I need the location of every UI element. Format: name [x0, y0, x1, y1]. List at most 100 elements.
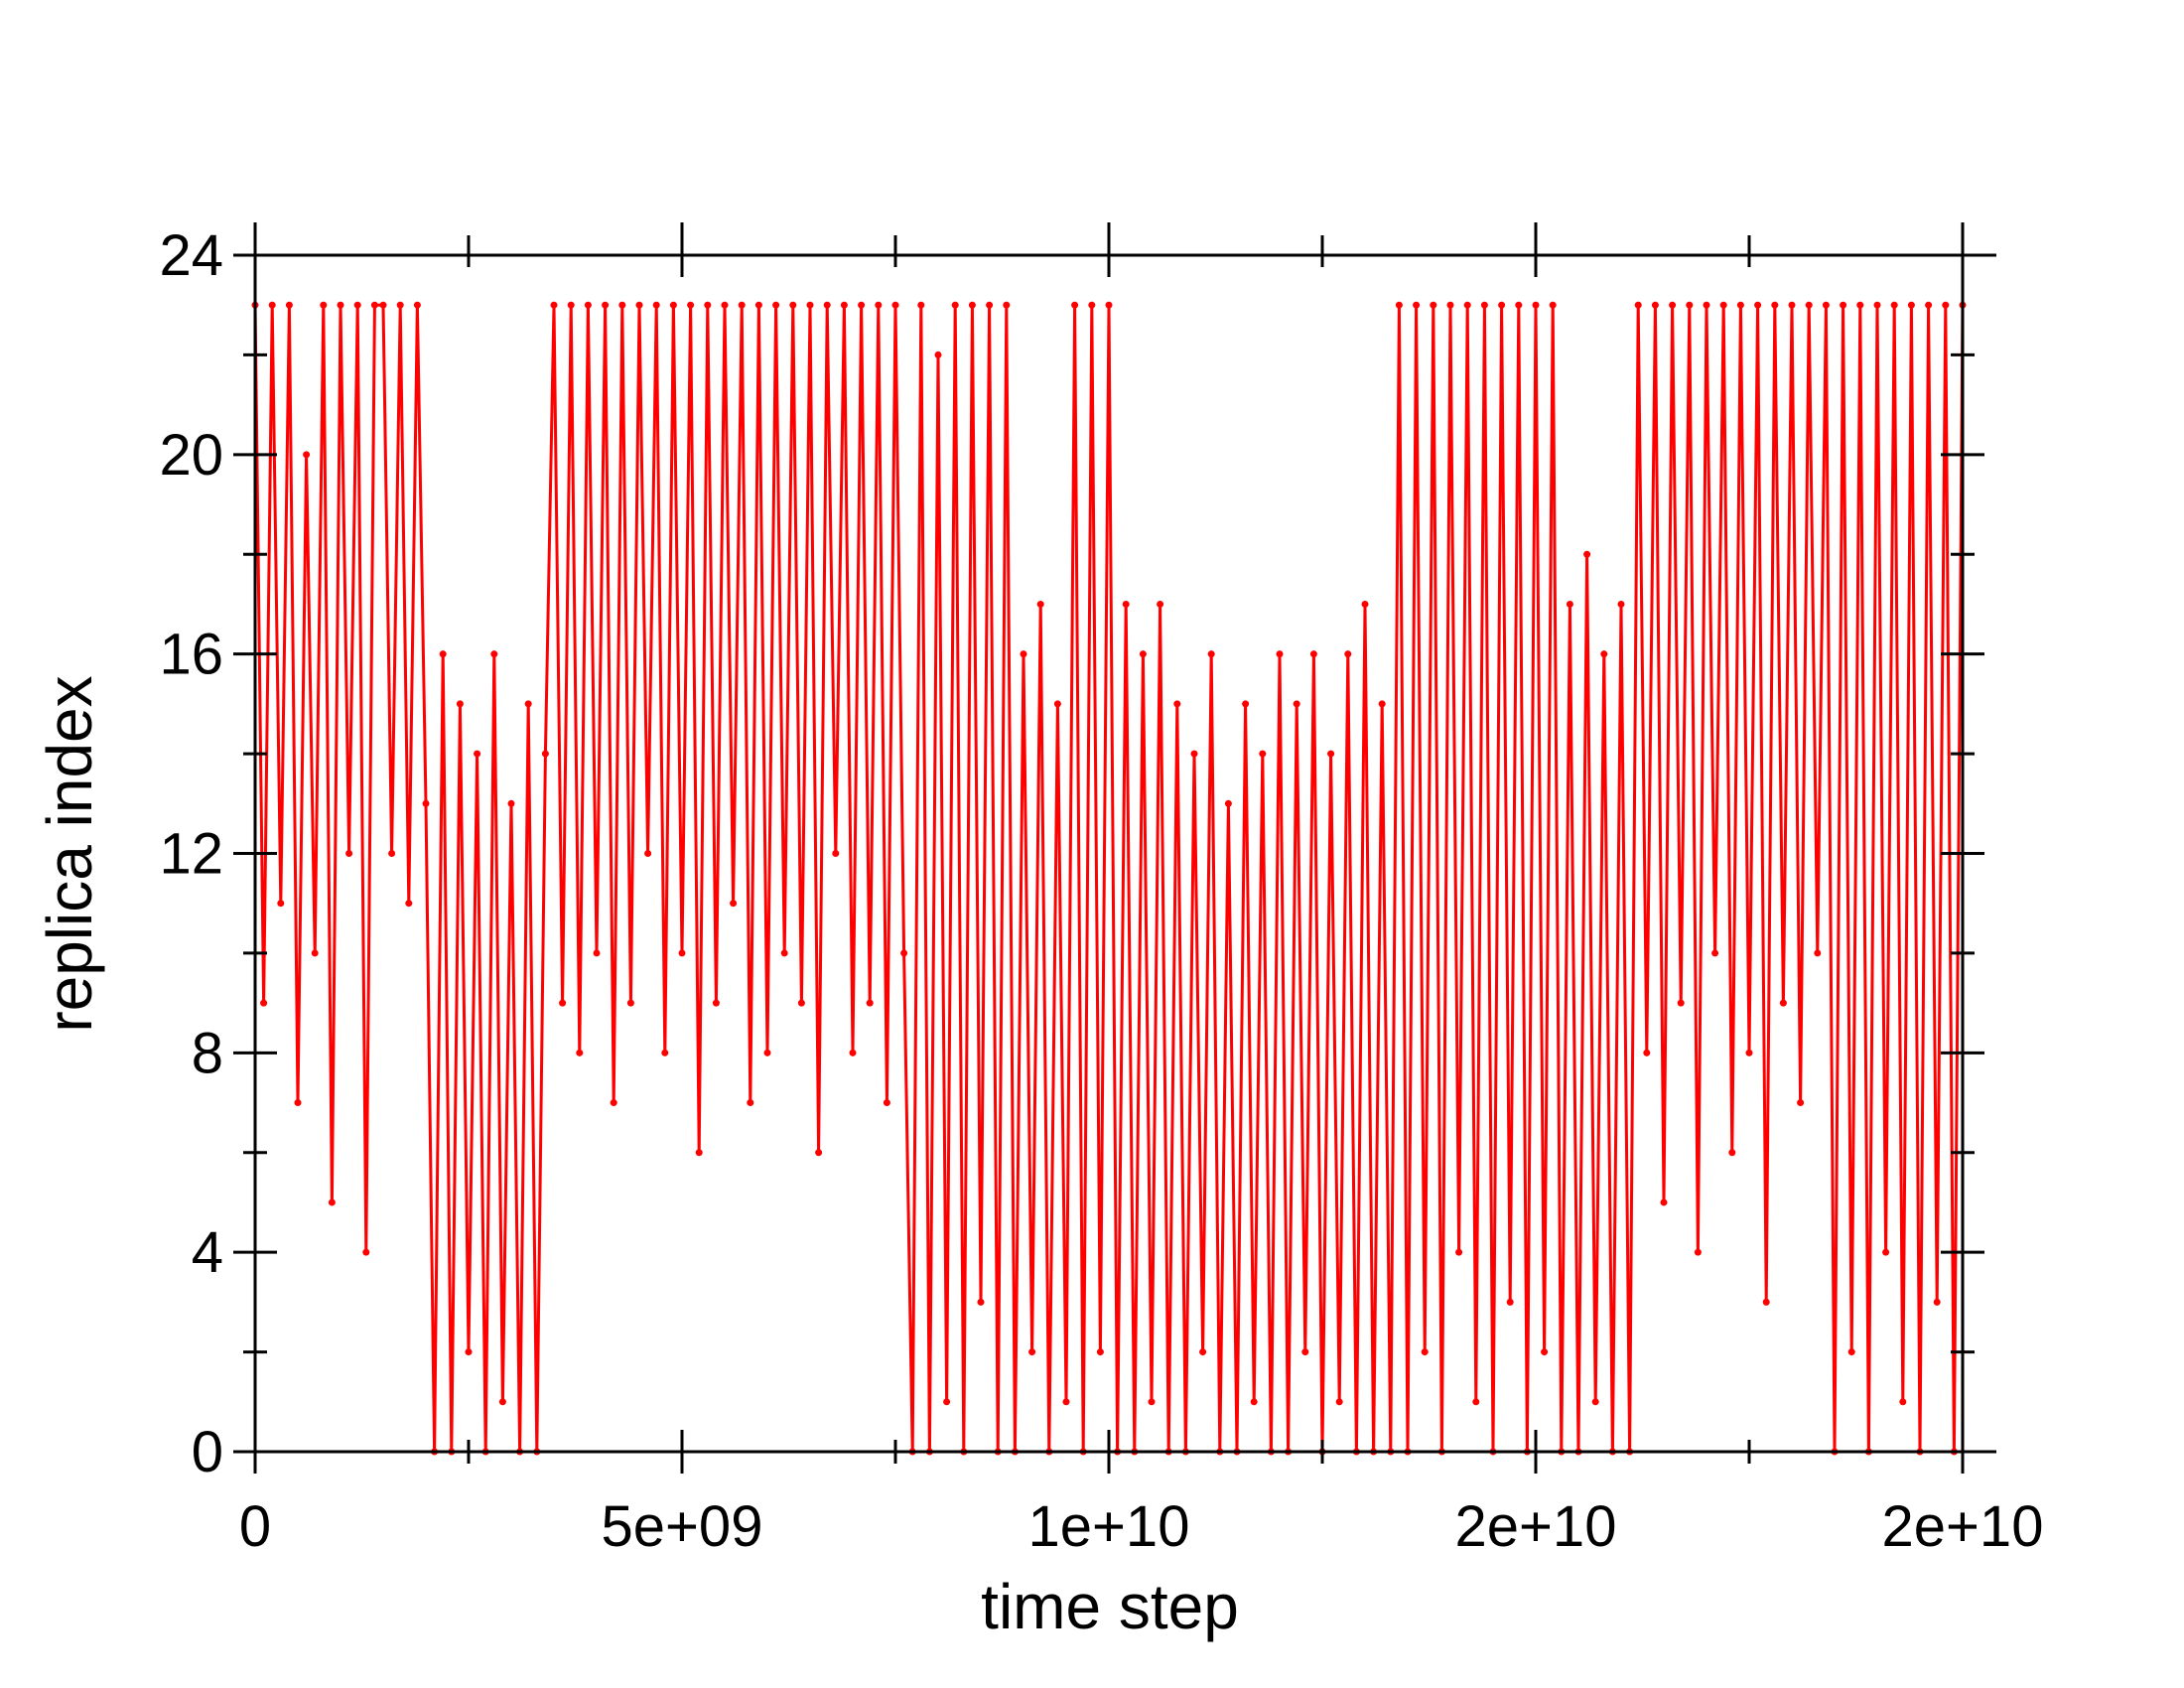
data-point [968, 301, 976, 309]
data-point [1157, 600, 1164, 608]
data-point [1925, 301, 1933, 309]
data-point [1293, 700, 1300, 708]
data-point [328, 1198, 336, 1206]
y-tick-label: 0 [192, 1420, 223, 1484]
data-point [1309, 650, 1317, 658]
data-point [1148, 1398, 1156, 1406]
data-point [875, 301, 883, 309]
data-point [1882, 1248, 1890, 1256]
data-point [1395, 301, 1403, 309]
data-point [934, 351, 942, 358]
data-point [277, 900, 285, 908]
data-point [1361, 600, 1369, 608]
data-point [1259, 750, 1267, 758]
y-axis-title: replica index [34, 675, 105, 1032]
data-point [1028, 1348, 1036, 1356]
data-point [294, 1099, 302, 1107]
data-point [695, 1149, 703, 1157]
data-point [1643, 1049, 1651, 1056]
data-point [285, 301, 293, 309]
data-point [1745, 1049, 1753, 1056]
data-point [345, 850, 353, 857]
data-point [602, 301, 610, 309]
data-point [1062, 1398, 1070, 1406]
data-point [541, 750, 549, 758]
data-point [763, 1049, 771, 1056]
data-point [687, 301, 695, 309]
data-point [823, 301, 831, 309]
data-point [1814, 949, 1822, 957]
data-point [320, 301, 328, 309]
data-point [1840, 301, 1847, 309]
data-point [1703, 301, 1710, 309]
data-point [1378, 700, 1386, 708]
data-point [353, 301, 361, 309]
data-point [268, 301, 276, 309]
data-point [1617, 600, 1625, 608]
data-point [303, 451, 311, 459]
data-point [1942, 301, 1950, 309]
data-point [1549, 301, 1557, 309]
data-point [780, 949, 788, 957]
data-point [413, 301, 421, 309]
data-point [618, 301, 626, 309]
data-point [1344, 650, 1352, 658]
y-tick-label: 16 [159, 623, 223, 687]
data-point [388, 850, 396, 857]
data-point [1413, 301, 1421, 309]
data-point [635, 301, 643, 309]
data-point [1301, 1348, 1309, 1356]
data-point [1506, 1298, 1514, 1306]
data-point [396, 301, 404, 309]
data-point [1634, 301, 1642, 309]
data-point [1224, 799, 1232, 807]
x-tick-label: 2e+10 [1882, 1494, 2044, 1559]
data-point [1173, 700, 1181, 708]
data-point [1660, 1198, 1668, 1206]
data-point [797, 999, 805, 1007]
data-point [986, 301, 994, 309]
data-point [1907, 301, 1915, 309]
data-point [1600, 650, 1608, 658]
data-point [1250, 1398, 1258, 1406]
data-point [1566, 600, 1573, 608]
data-point [900, 949, 908, 957]
data-point [644, 850, 652, 857]
data-point [1719, 301, 1727, 309]
data-point [1583, 550, 1591, 558]
data-point [730, 900, 738, 908]
data-point [1591, 1398, 1599, 1406]
data-point [806, 301, 814, 309]
data-point [1686, 301, 1694, 309]
data-point [943, 1398, 951, 1406]
data-point [584, 301, 592, 309]
y-tick-label: 8 [192, 1021, 223, 1085]
data-point [849, 1049, 857, 1056]
data-point [1822, 301, 1830, 309]
data-point [652, 301, 660, 309]
data-point [337, 301, 344, 309]
data-point [1873, 301, 1881, 309]
data-point [1651, 301, 1659, 309]
data-point [1933, 1298, 1941, 1306]
data-point [1242, 700, 1250, 708]
data-point [1139, 650, 1147, 658]
data-point [1096, 1348, 1104, 1356]
data-point [1480, 301, 1488, 309]
data-point [1335, 1398, 1343, 1406]
data-point [1805, 301, 1813, 309]
data-point [815, 1149, 823, 1157]
data-point [1071, 301, 1079, 309]
data-point [1421, 1348, 1429, 1356]
data-point [1472, 1398, 1480, 1406]
data-point [866, 999, 874, 1007]
y-tick-label: 24 [159, 223, 223, 288]
data-point [260, 999, 268, 1007]
data-point [977, 1298, 985, 1306]
data-point [1677, 999, 1685, 1007]
data-point [772, 301, 780, 309]
data-point [951, 301, 959, 309]
x-tick-label: 5e+09 [602, 1494, 763, 1559]
data-point [678, 949, 686, 957]
